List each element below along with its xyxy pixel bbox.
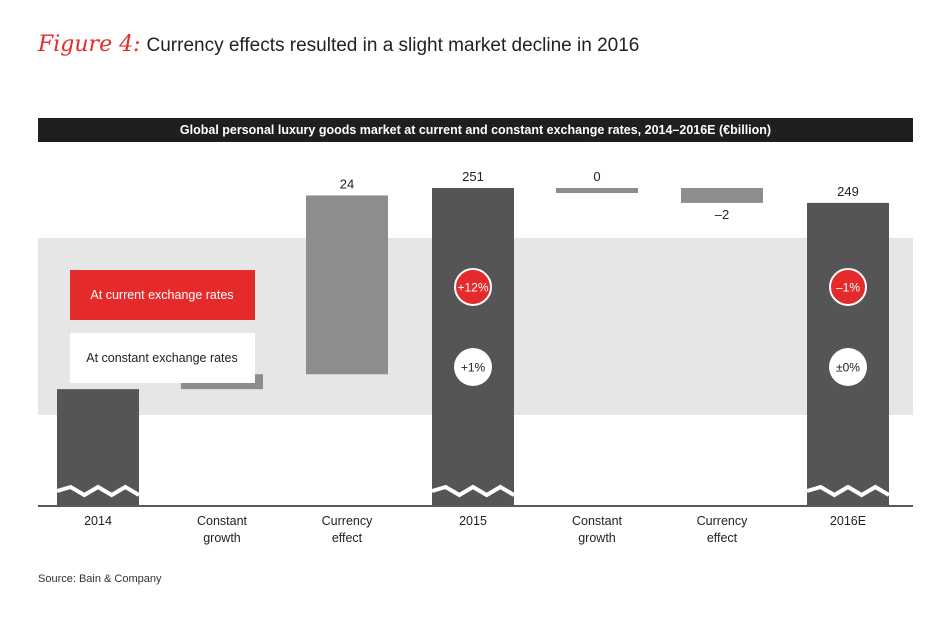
bar-2 [306,195,388,375]
legend-constant-box [70,333,255,383]
bar-4 [556,188,638,193]
axis-break-3 [431,484,516,498]
legend-current-label: At current exchange rates [90,288,233,302]
badge-current-label-1: –1% [836,281,860,295]
category-label-6: 2016E [830,514,866,528]
category-label-4: Constant growth [572,514,623,545]
category-label-2: Currency effect [322,514,373,545]
value-label-4: 0 [593,169,600,184]
category-label-0: 2014 [84,514,112,528]
axis-break-6 [806,484,891,498]
value-label-2: 24 [340,176,354,191]
source-note: Source: Bain & Company [38,573,162,585]
badge-current-1 [829,268,867,306]
axis-break-0 [56,484,141,498]
badge-constant-label-1: ±0% [836,361,860,375]
legend-constant-label: At constant exchange rates [86,351,237,365]
bar-5 [681,188,763,203]
figure-number: Figure 4: [38,32,141,57]
badge-current-label-0: +12% [457,281,488,295]
category-label-5: Currency effect [697,514,748,545]
badge-constant-1 [829,348,867,386]
chart-header: Global personal luxury goods market at c… [38,118,913,142]
bar-3 [432,188,514,505]
category-label-3: 2015 [459,514,487,528]
category-label-1: Constant growth [197,514,248,545]
value-label-3: 251 [462,169,484,184]
figure-title-text: Currency effects resulted in a slight ma… [146,35,640,56]
value-label-6: 249 [837,184,859,199]
value-label-5: –2 [715,207,729,222]
figure-title: Figure 4: Currency effects resulted in a … [38,32,639,57]
badge-constant-0 [454,348,492,386]
legend-current-box [70,270,255,320]
badge-current-0 [454,268,492,306]
badge-constant-label-0: +1% [461,361,486,375]
